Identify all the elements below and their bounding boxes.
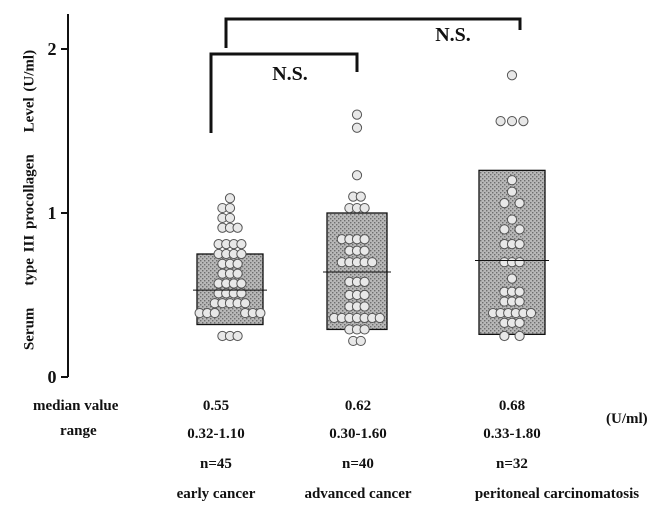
data-point [514,330,525,342]
data-point [240,298,251,309]
data-point [232,222,243,233]
data-point [359,234,370,245]
data-point [506,186,518,197]
median-value: 0.62 [344,398,372,414]
data-point [514,198,525,209]
box [326,212,388,331]
data-point [236,248,247,260]
median-value: 0.55 [202,398,230,414]
y-axis-label-part: type III procollagen [21,154,38,286]
data-point [232,330,243,342]
n-value: n=45 [200,456,232,472]
data-point [514,296,525,307]
data-point [351,109,363,120]
y-tick-label: 2 [48,39,57,59]
data-point [514,257,525,268]
data-point [224,202,236,214]
range-value: 0.32-1.10 [187,426,245,442]
data-point [506,175,518,186]
data-point [514,286,525,297]
data-point [506,214,518,225]
data-point [359,301,370,312]
data-point [359,289,370,301]
data-point [514,317,525,328]
group-label: early cancer [176,486,256,502]
data-point [232,268,243,279]
range-row-label: range [60,423,97,439]
data-point [499,330,510,342]
data-point [224,193,236,204]
data-point [351,122,363,133]
data-point [355,191,366,202]
significance-bracket [209,52,359,133]
data-point [209,307,220,319]
data-point [351,170,363,181]
data-point [499,224,510,235]
range-value: 0.33-1.80 [483,426,541,442]
data-point [499,198,510,209]
box [478,169,546,336]
data-point [359,245,370,256]
data-point [367,257,378,268]
y-axis-label-part: Serum [21,307,38,351]
data-point [506,70,518,81]
y-tick-label: 1 [48,203,57,223]
data-point [495,116,506,127]
data-point [359,276,370,287]
y-axis-label: Serum type III procollagen Level (U/ml) [22,50,39,350]
data-point [224,212,236,224]
median-value: 0.68 [498,398,526,414]
group-label: peritoneal carcinomatosis [474,486,640,502]
significance-label: N.S. [435,24,471,46]
data-point [506,116,518,127]
y-tick-label: 0 [48,367,57,387]
data-point [355,335,366,347]
data-point [232,258,243,269]
data-point [236,239,247,250]
data-point [236,278,247,289]
significance-label: N.S. [272,63,308,85]
data-point [514,224,525,235]
group-label: advanced cancer [304,486,412,502]
data-point [525,307,537,319]
n-value: n=32 [496,456,528,472]
data-point [374,312,385,324]
n-value: n=40 [342,456,374,472]
data-point [518,116,529,127]
unit-label: (U/ml) [606,411,648,427]
data-point [514,239,525,250]
data-point [359,202,370,214]
median-row-label: median value [33,398,119,414]
data-point [359,324,370,335]
data-point [236,288,247,299]
significance-bracket [224,17,522,48]
range-value: 0.30-1.60 [329,426,387,442]
data-point [255,307,266,319]
y-axis-label-part: Level (U/ml) [21,49,38,133]
data-point [506,273,518,284]
